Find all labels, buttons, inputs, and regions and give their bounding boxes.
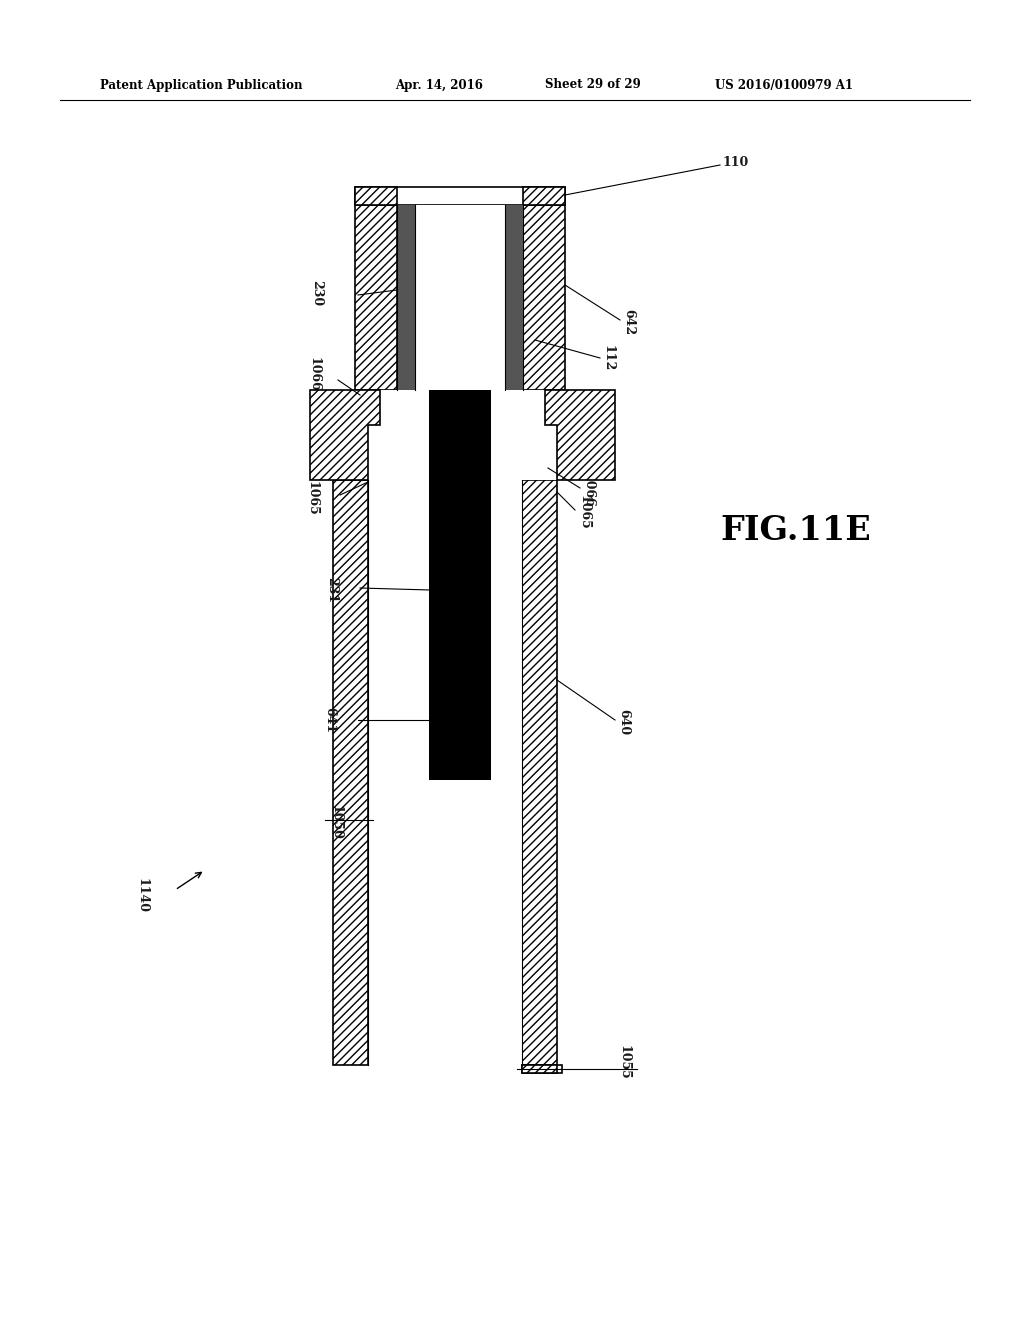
Bar: [368, 480, 429, 1065]
Bar: [380, 389, 545, 425]
Bar: [429, 389, 490, 780]
Text: 640: 640: [617, 709, 630, 735]
Bar: [523, 205, 565, 389]
Text: 1066: 1066: [308, 356, 321, 391]
Bar: [522, 480, 557, 1065]
Text: 1050: 1050: [330, 805, 343, 840]
Text: Apr. 14, 2016: Apr. 14, 2016: [395, 78, 483, 91]
Text: 1065: 1065: [305, 480, 318, 515]
Bar: [368, 425, 557, 480]
Text: FIG.11E: FIG.11E: [720, 513, 870, 546]
Text: 1140: 1140: [135, 878, 148, 912]
Text: 641: 641: [323, 708, 336, 733]
Bar: [523, 187, 565, 205]
Polygon shape: [310, 389, 380, 480]
Text: 1066: 1066: [582, 473, 595, 507]
Text: 231: 231: [325, 577, 338, 603]
Text: US 2016/0100979 A1: US 2016/0100979 A1: [715, 78, 853, 91]
Bar: [355, 187, 565, 205]
Bar: [490, 480, 522, 1065]
Text: 1055: 1055: [618, 1044, 631, 1080]
Bar: [355, 205, 397, 389]
Text: 230: 230: [310, 280, 323, 306]
Bar: [415, 205, 505, 389]
Bar: [397, 205, 415, 389]
Bar: [355, 187, 397, 205]
Bar: [333, 480, 368, 1065]
Text: 110: 110: [723, 157, 750, 169]
Polygon shape: [545, 389, 615, 480]
Bar: [522, 1065, 557, 1073]
Text: 1065: 1065: [577, 495, 590, 529]
Text: Sheet 29 of 29: Sheet 29 of 29: [545, 78, 641, 91]
Bar: [522, 1065, 562, 1073]
Bar: [505, 205, 523, 389]
Text: Patent Application Publication: Patent Application Publication: [100, 78, 302, 91]
Text: 112: 112: [602, 345, 615, 371]
Text: 642: 642: [622, 309, 635, 335]
